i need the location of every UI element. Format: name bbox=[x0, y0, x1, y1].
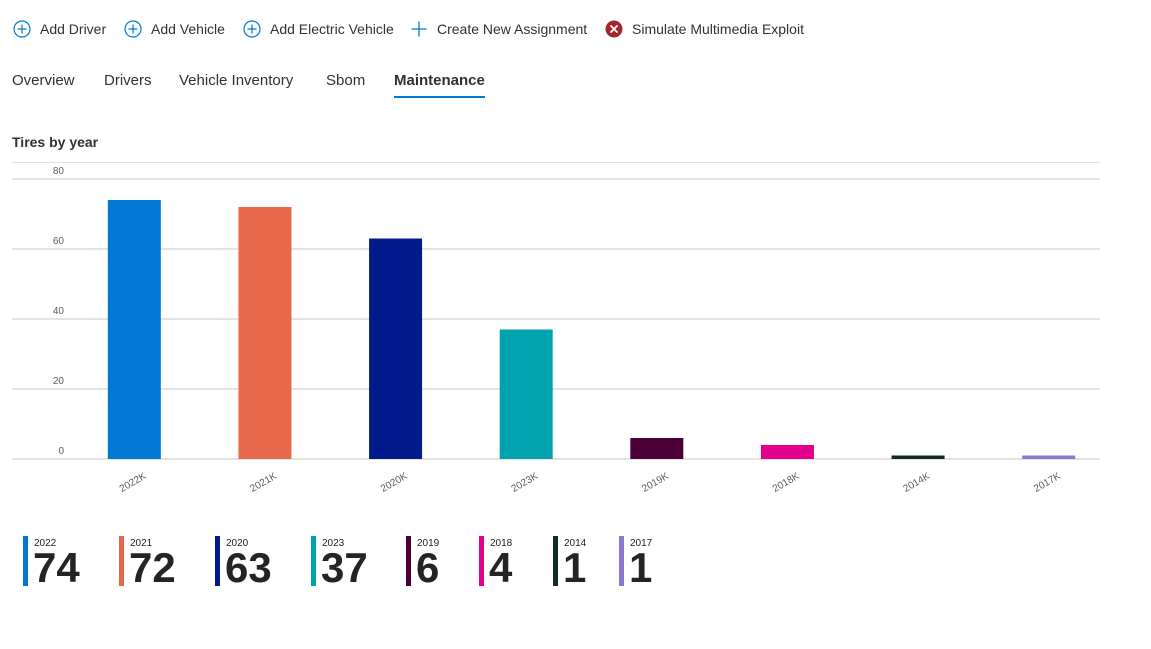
bar[interactable] bbox=[1022, 455, 1076, 460]
bar-chart: 0 20 40 60 80 2022K 2021K 2020K 2023K 2019K 2018K 2… bbox=[12, 166, 1100, 495]
plus-circle-icon bbox=[12, 19, 32, 39]
color-indicator bbox=[553, 536, 558, 586]
bar[interactable] bbox=[891, 455, 945, 460]
x-tick-label: 2019K bbox=[640, 471, 671, 495]
card-count-value: 74 bbox=[33, 544, 80, 591]
tab-maintenance[interactable]: Maintenance bbox=[394, 70, 485, 98]
card-count-value: 1 bbox=[563, 544, 587, 591]
color-indicator bbox=[479, 536, 484, 586]
y-tick-label: 0 bbox=[58, 446, 64, 457]
bar[interactable] bbox=[499, 329, 553, 460]
color-indicator bbox=[619, 536, 624, 586]
tab-bar: Overview Drivers Vehicle Inventory Sbom … bbox=[0, 58, 1151, 104]
chart-title: Tires by year bbox=[12, 134, 99, 150]
x-tick-label: 2021K bbox=[248, 471, 279, 495]
plus-circle-icon bbox=[242, 19, 262, 39]
card-count-value: 72 bbox=[129, 544, 176, 591]
year-summary-cards: 2022 74 2021 72 2020 63 2023 37 2019 6 2018 4 2014 1 2… bbox=[0, 530, 1151, 600]
x-tick-label: 2023K bbox=[510, 471, 541, 495]
x-tick-label: 2014K bbox=[902, 471, 933, 495]
title-divider bbox=[12, 162, 1100, 163]
y-tick-label: 60 bbox=[53, 236, 65, 247]
card-year-label: 2018 bbox=[490, 538, 513, 549]
color-indicator bbox=[119, 536, 124, 586]
plus-icon bbox=[409, 19, 429, 39]
card-count-value: 37 bbox=[321, 544, 368, 591]
tab-sbom[interactable]: Sbom bbox=[326, 72, 366, 89]
card-year-label: 2021 bbox=[130, 538, 153, 549]
x-tick-label: 2022K bbox=[118, 471, 149, 495]
card-year-label: 2019 bbox=[417, 538, 440, 549]
color-indicator bbox=[406, 536, 411, 586]
bar[interactable] bbox=[369, 238, 423, 460]
card-year-label: 2014 bbox=[564, 538, 587, 549]
color-indicator bbox=[23, 536, 28, 586]
x-tick-label: 2020K bbox=[379, 471, 410, 495]
add-vehicle-label: Add Vehicle bbox=[151, 21, 225, 37]
plus-circle-icon bbox=[123, 19, 143, 39]
y-tick-label: 20 bbox=[53, 376, 65, 387]
card-count-value: 4 bbox=[489, 544, 513, 591]
card-year-label: 2017 bbox=[630, 538, 653, 549]
card-count-value: 1 bbox=[629, 544, 653, 591]
card-year-label: 2020 bbox=[226, 538, 249, 549]
bar[interactable] bbox=[238, 207, 292, 459]
error-circle-icon bbox=[604, 19, 624, 39]
x-tick-label: 2018K bbox=[771, 471, 802, 495]
bar[interactable] bbox=[630, 438, 684, 459]
card-year-label: 2023 bbox=[322, 538, 345, 549]
tab-drivers[interactable]: Drivers bbox=[104, 72, 152, 89]
simulate-multimedia-exploit-label: Simulate Multimedia Exploit bbox=[632, 21, 804, 37]
bar[interactable] bbox=[760, 445, 814, 459]
card-count-value: 6 bbox=[416, 544, 440, 591]
card-count-value: 63 bbox=[225, 544, 272, 591]
create-new-assignment-label: Create New Assignment bbox=[437, 21, 588, 37]
add-vehicle-button[interactable]: Add Vehicle bbox=[123, 18, 225, 40]
add-driver-label: Add Driver bbox=[40, 21, 107, 37]
add-electric-vehicle-label: Add Electric Vehicle bbox=[270, 21, 394, 37]
y-tick-label: 80 bbox=[53, 166, 65, 177]
x-tick-label: 2017K bbox=[1032, 471, 1063, 495]
tab-vehicle-inventory[interactable]: Vehicle Inventory bbox=[179, 72, 294, 89]
color-indicator bbox=[311, 536, 316, 586]
simulate-multimedia-exploit-button[interactable]: Simulate Multimedia Exploit bbox=[604, 18, 804, 40]
y-tick-label: 40 bbox=[53, 306, 65, 317]
color-indicator bbox=[215, 536, 220, 586]
card-year-label: 2022 bbox=[34, 538, 57, 549]
bar[interactable] bbox=[107, 200, 161, 459]
tab-overview[interactable]: Overview bbox=[12, 72, 75, 89]
command-toolbar: Add Driver Add Vehicle Add Electric Vehi… bbox=[0, 0, 1151, 58]
add-electric-vehicle-button[interactable]: Add Electric Vehicle bbox=[242, 18, 394, 40]
create-new-assignment-button[interactable]: Create New Assignment bbox=[409, 18, 587, 40]
add-driver-button[interactable]: Add Driver bbox=[12, 18, 106, 40]
